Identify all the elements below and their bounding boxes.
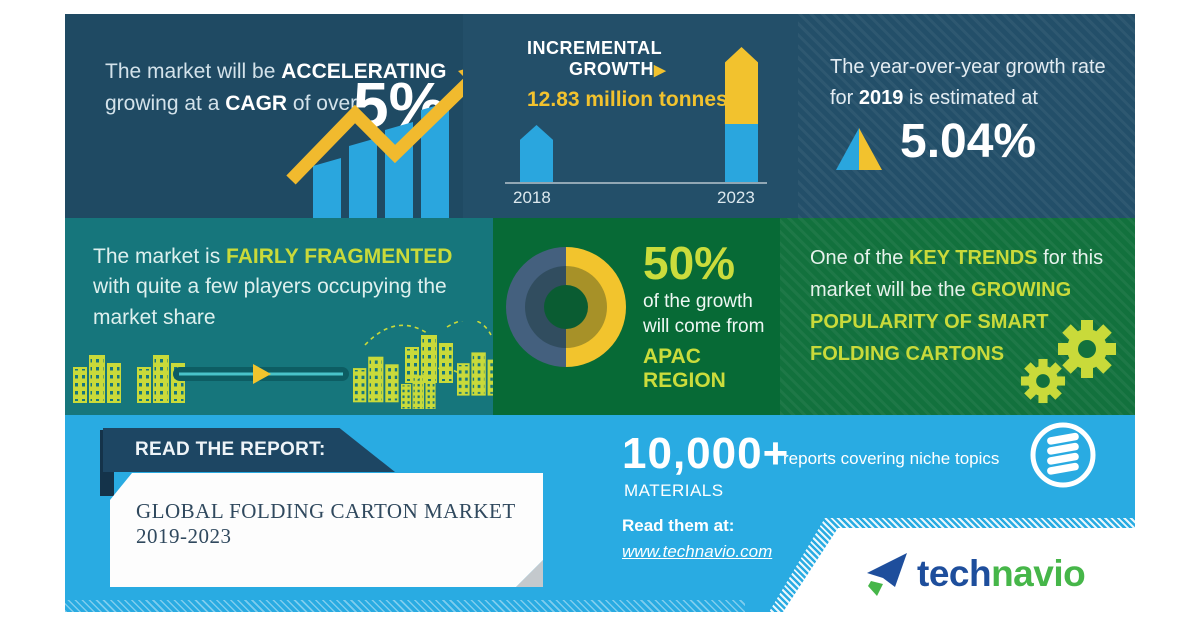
city-buildings-illustration-icon (73, 321, 493, 409)
report-title: GLOBAL FOLDING CARTON MARKET 2019-2023 (136, 499, 516, 548)
cagr-strong: CAGR (225, 91, 288, 115)
bar-2023-base-segment (725, 124, 758, 182)
accelerating-line2: growing at a (105, 91, 226, 115)
panel-accelerating: The market will be ACCELERATING growing … (65, 14, 463, 218)
footer-hatch-strip (65, 600, 745, 612)
incremental-heading: INCREMENTAL GROWTH▶ 12.83 million tonnes (527, 38, 728, 112)
bar-2023-incremental-segment (725, 47, 758, 124)
panel-incremental-growth: INCREMENTAL GROWTH▶ 12.83 million tonnes… (463, 14, 798, 218)
yoy-text: The year-over-year growth rate for 2019 … (830, 52, 1106, 114)
yoy-year: 2019 (858, 87, 904, 109)
gears-icon (1020, 320, 1116, 404)
growth-arrow-chart-icon (286, 69, 463, 218)
fragmented-post: with quite a few players occupying the m… (93, 275, 447, 329)
accelerating-line2-post: of over (287, 91, 358, 115)
technavio-logo[interactable]: technavio (863, 551, 1086, 597)
trends-seg3: for this market will be the (810, 247, 1104, 301)
panel-fragmented: The market is FAIRLY FRAGMENTED with qui… (65, 218, 493, 415)
trends-seg1: One of the (810, 247, 909, 269)
trends-growing-popularity: GROWING POPULARITY OF SMART FOLDING CART… (810, 279, 1072, 365)
apac-line1: of the growth (643, 290, 753, 312)
panel-key-trends: One of the KEY TRENDS for this market wi… (780, 218, 1135, 415)
donut-hole (544, 285, 588, 329)
growth-arrow-icon: ▶ (653, 62, 667, 79)
brand-tech: tech (917, 553, 992, 594)
bar-label-2018: 2018 (513, 188, 551, 207)
accelerating-strong: ACCELERATING (281, 60, 447, 83)
incremental-value: 12.83 million tonnes (527, 88, 728, 111)
incremental-title-line1: INCREMENTAL (527, 38, 663, 58)
infographic: The market will be ACCELERATING growing … (65, 14, 1135, 612)
panel-footer: READ THE REPORT: GLOBAL FOLDING CARTON M… (65, 415, 1135, 612)
bar-baseline (505, 182, 767, 184)
apac-value: 50% (643, 237, 736, 289)
reports-count: 10,000+ (622, 429, 790, 478)
read-the-report-ribbon: READ THE REPORT: (103, 428, 395, 472)
reports-count-label: MATERIALS (624, 481, 724, 500)
technavio-url-link[interactable]: www.technavio.com (622, 542, 773, 561)
technavio-arrow-icon (867, 553, 907, 596)
trends-text: One of the KEY TRENDS for this market wi… (810, 242, 1115, 370)
read-them-at-label: Read them at: (622, 516, 735, 535)
accelerating-text: The market will be ACCELERATING growing … (105, 56, 447, 119)
accelerating-line1: The market will be (105, 60, 282, 83)
incremental-title-line2: GROWTH (569, 59, 654, 79)
apac-text: 50% of the growth will come from APAC RE… (643, 238, 780, 393)
bar-label-2023: 2023 (717, 188, 755, 207)
chevron-white-area (783, 528, 1135, 612)
yoy-value: 5.04% (900, 115, 1037, 168)
database-icon (1030, 422, 1096, 488)
brand-navio: navio (991, 553, 1086, 594)
bar-2018 (520, 125, 553, 182)
up-triangle-icon (836, 128, 882, 170)
fragmented-pre: The market is (93, 245, 227, 268)
panel-apac-share: 50% of the growth will come from APAC RE… (493, 218, 780, 415)
yoy-line2-pre: for (830, 87, 859, 109)
report-card[interactable]: GLOBAL FOLDING CARTON MARKET 2019-2023 (110, 473, 543, 587)
donut-chart-icon (506, 247, 626, 367)
apac-region: APAC REGION (643, 344, 726, 392)
fragmented-text: The market is FAIRLY FRAGMENTED with qui… (93, 242, 475, 333)
yoy-line1: The year-over-year growth rate (830, 56, 1106, 78)
yoy-line2-post: is estimated at (903, 87, 1038, 109)
fragmented-strong: FAIRLY FRAGMENTED (226, 245, 453, 268)
reports-count-desc: reports covering niche topics (783, 449, 1000, 468)
bar-2023 (725, 47, 758, 182)
trends-key-trends: KEY TRENDS (908, 247, 1038, 269)
panel-yoy-growth: The year-over-year growth rate for 2019 … (798, 14, 1135, 218)
apac-line2: will come from (643, 316, 765, 338)
